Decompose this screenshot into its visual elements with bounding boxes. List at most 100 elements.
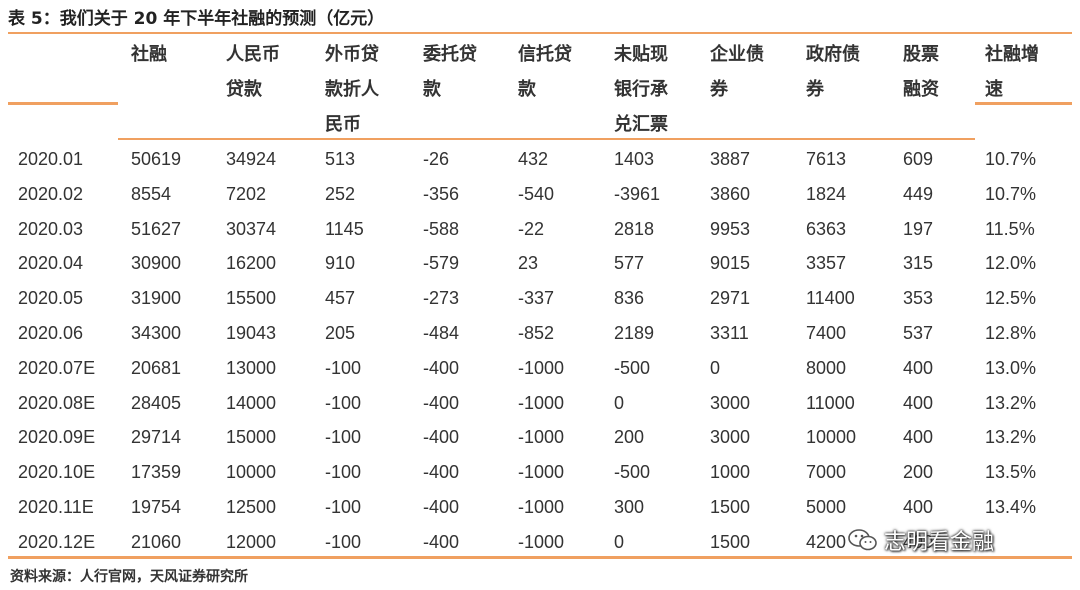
- column-header-line: 融资: [903, 79, 939, 100]
- bottom-rule: [8, 556, 1072, 559]
- column-header-line: 社融: [131, 44, 167, 65]
- row-date-cell: 2020.09E: [18, 427, 96, 448]
- table-cell: 205: [325, 322, 356, 343]
- table-cell: 5000: [806, 496, 847, 517]
- column-header: 委托贷款: [423, 37, 477, 107]
- table-row: 2020.09E 29714 15000 -100 -400 -1000 200 3000 10…: [0, 420, 1080, 455]
- column-header: 股票 融资: [903, 37, 939, 107]
- column-header-line: 委托贷: [423, 44, 477, 65]
- table-row: 2020.08E 28405 14000 -100 -400 -1000 0 3000 1100…: [0, 386, 1080, 421]
- table-cell: -3961: [614, 183, 661, 204]
- table-cell: 10.7%: [985, 183, 1037, 204]
- table-cell: 6363: [806, 218, 847, 239]
- watermark: 志明看金融: [848, 524, 994, 556]
- table-cell: 12.0%: [985, 253, 1037, 274]
- column-header-line: 券: [806, 79, 824, 100]
- table-cell: -400: [423, 531, 460, 552]
- table-cell: 11.5%: [985, 218, 1035, 239]
- table-cell: 1500: [710, 531, 751, 552]
- table-cell: -26: [423, 149, 450, 169]
- table-row: 2020.06 34300 19043 205 -484 -852 2189 3311 7400…: [0, 316, 1080, 351]
- header-rule-middle: [118, 138, 975, 140]
- table-cell: 315: [903, 253, 934, 274]
- table-cell: -400: [423, 427, 460, 448]
- row-date-cell: 2020.05: [18, 288, 84, 309]
- table-cell: 14000: [226, 392, 277, 413]
- table-cell: -100: [325, 427, 362, 448]
- row-date-cell: 2020.10E: [18, 462, 96, 483]
- table-cell: 13.5%: [985, 462, 1037, 483]
- column-header-line: 未贴现: [614, 44, 668, 65]
- table-cell: 10000: [226, 462, 277, 483]
- table-cell: 20681: [131, 357, 182, 378]
- table-row: 2020.10E 17359 10000 -100 -400 -1000 -500 1000 7…: [0, 455, 1080, 490]
- table-cell: 29714: [131, 427, 182, 448]
- table-row: 2020.12E 21060 12000 -100 -400 -1000 0 1500 4200…: [0, 525, 1080, 560]
- top-rule: [8, 32, 1072, 34]
- table-cell: 15500: [226, 288, 277, 309]
- wechat-icon: [848, 528, 878, 552]
- table-cell: 197: [903, 218, 934, 239]
- table-cell: 836: [614, 288, 645, 309]
- table-cell: 10.7%: [985, 149, 1037, 169]
- table-cell: 3000: [710, 427, 751, 448]
- table-cell: 34300: [131, 322, 182, 343]
- column-header: 未贴现 银行承 兑汇票: [614, 37, 668, 142]
- row-date-cell: 2020.06: [18, 322, 84, 343]
- column-header-line: 券: [710, 79, 728, 100]
- table-cell: 21060: [131, 531, 182, 552]
- table-row: 2020.05 31900 15500 457 -273 -337 836 2971 11400…: [0, 281, 1080, 316]
- table-cell: 9015: [710, 253, 751, 274]
- column-header: 社融: [131, 37, 167, 72]
- table-cell: 0: [614, 392, 625, 413]
- column-header-line: 速: [985, 79, 1003, 100]
- table-cell: 13.0%: [985, 357, 1037, 378]
- table-cell: 400: [903, 496, 934, 517]
- table-cell: 12.8%: [985, 322, 1037, 343]
- table-cell: 30374: [226, 218, 277, 239]
- table-cell: -100: [325, 392, 362, 413]
- table-cell: 12500: [226, 496, 277, 517]
- table-cell: 200: [614, 427, 645, 448]
- table-cell: 13000: [226, 357, 277, 378]
- row-date-cell: 2020.02: [18, 183, 84, 204]
- table-cell: 1500: [710, 496, 751, 517]
- table-cell: 50619: [131, 149, 182, 169]
- table-cell: 457: [325, 288, 356, 309]
- table-cell: 537: [903, 322, 934, 343]
- column-header-line: 民币: [325, 114, 361, 135]
- table-cell: 1000: [710, 462, 751, 483]
- table-cell: 8000: [806, 357, 847, 378]
- column-header-line: 企业债: [710, 44, 764, 65]
- table-cell: -1000: [518, 357, 565, 378]
- row-date-cell: 2020.04: [18, 253, 84, 274]
- column-header-line: 信托贷: [518, 44, 572, 65]
- table-cell: 2189: [614, 322, 655, 343]
- table-cell: -22: [518, 218, 545, 239]
- table-cell: 0: [614, 531, 625, 552]
- table-cell: -1000: [518, 392, 565, 413]
- table-cell: 19043: [226, 322, 277, 343]
- table-row: 2020.02 8554 7202 252 -356 -540 -3961 3860 1824 4…: [0, 177, 1080, 212]
- row-date-cell: 2020.01: [18, 149, 84, 169]
- table-cell: -356: [423, 183, 460, 204]
- row-date-cell: 2020.11E: [18, 496, 94, 517]
- table-cell: -500: [614, 462, 651, 483]
- table-cell: -579: [423, 253, 460, 274]
- column-header-line: 股票: [903, 44, 939, 65]
- table-cell: -337: [518, 288, 555, 309]
- column-header: 外币贷 款折人 民币: [325, 37, 379, 142]
- table-cell: -273: [423, 288, 460, 309]
- table-cell: 3357: [806, 253, 847, 274]
- watermark-text: 志明看金融: [884, 530, 995, 555]
- table-cell: -1000: [518, 462, 565, 483]
- source-note: 资料来源：人行官网，天风证券研究所: [10, 569, 248, 585]
- header-rule-right: [975, 102, 1072, 105]
- table-caption: 表 5：我们关于 20 年下半年社融的预测（亿元）: [8, 9, 385, 29]
- table-cell: 31900: [131, 288, 182, 309]
- table-row: 2020.03 51627 30374 1145 -588 -22 2818 9953 6363…: [0, 212, 1080, 247]
- table-cell: 9953: [710, 218, 751, 239]
- row-date-cell: 2020.03: [18, 218, 84, 239]
- table-cell: -588: [423, 218, 460, 239]
- column-header-line: 兑汇票: [614, 114, 668, 135]
